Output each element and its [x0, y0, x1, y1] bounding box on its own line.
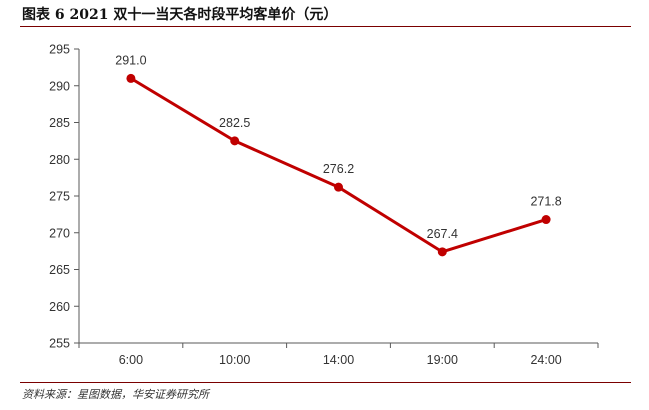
title-divider	[20, 26, 631, 27]
data-point	[541, 215, 551, 225]
data-label: 271.8	[530, 195, 561, 209]
data-labels: 291.0 282.5 276.2 267.4 271.8	[115, 53, 562, 240]
y-tick-label: 295	[49, 43, 70, 57]
y-axis: 255 260 265 270 275 280 285 290 295	[49, 43, 80, 351]
data-point	[230, 136, 240, 146]
y-tick-label: 260	[49, 300, 70, 314]
y-tick-label: 275	[49, 190, 70, 204]
series-line-group	[126, 73, 551, 257]
data-point	[126, 73, 136, 83]
footer-divider	[20, 382, 631, 383]
y-tick-label: 270	[49, 226, 70, 240]
data-point	[437, 247, 447, 257]
chart-title: 图表 6 2021 双十一当天各时段平均客单价（元）	[22, 7, 338, 23]
x-tick-label: 6:00	[119, 353, 143, 367]
data-label: 267.4	[427, 227, 458, 241]
y-tick-label: 280	[49, 153, 70, 167]
x-tick-label: 14:00	[323, 353, 354, 367]
data-point	[334, 182, 343, 192]
data-label: 282.5	[219, 116, 250, 130]
data-label: 291.0	[115, 53, 146, 67]
source-note: 资料来源：星图数据，华安证券研究所	[22, 388, 209, 401]
data-label: 276.2	[323, 162, 354, 176]
x-tick-label: 10:00	[219, 353, 250, 367]
x-tick-label: 19:00	[427, 353, 458, 367]
x-axis: 6:00 10:00 14:00 19:00 24:00	[78, 342, 599, 367]
y-tick-label: 285	[49, 116, 70, 130]
y-tick-label: 255	[49, 337, 70, 351]
x-tick-label: 24:00	[530, 353, 561, 367]
y-tick-label: 290	[49, 79, 70, 93]
y-tick-label: 265	[49, 263, 70, 277]
